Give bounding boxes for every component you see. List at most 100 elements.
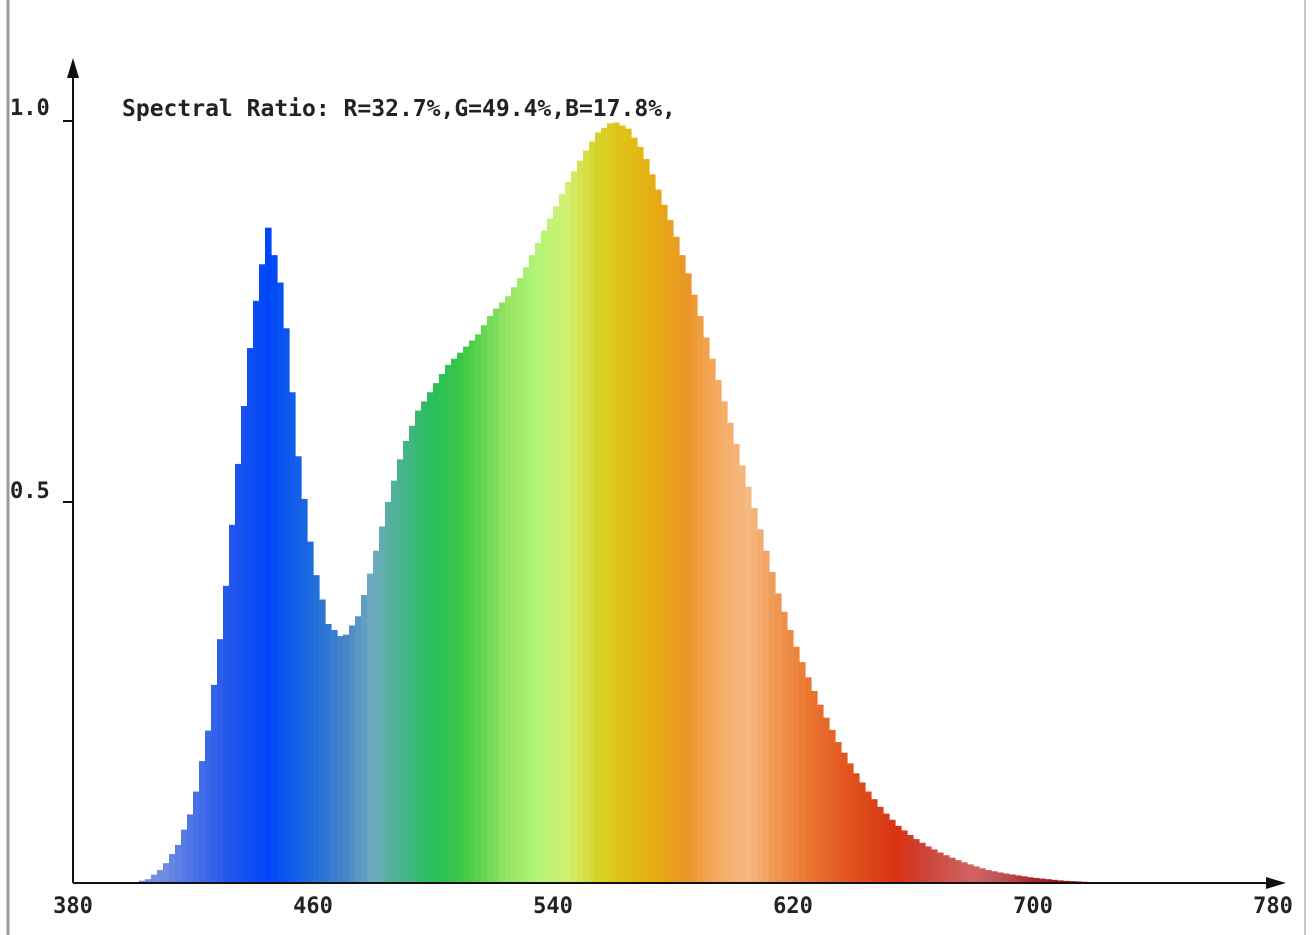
spectrum-band xyxy=(475,334,482,883)
spectrum-band xyxy=(307,541,314,883)
spectrum-band xyxy=(577,160,584,883)
spectrum-band xyxy=(385,502,392,883)
x-tick-label: 780 xyxy=(1253,894,1293,919)
spectrum-band xyxy=(877,806,884,883)
spectrum-band xyxy=(313,575,320,883)
spectrum-band xyxy=(955,860,962,883)
spectrum-band xyxy=(301,498,308,883)
spectrum-band xyxy=(793,646,800,883)
spectrum-band xyxy=(517,277,524,884)
spectrum-band xyxy=(547,218,554,884)
spectrum-band xyxy=(379,526,386,883)
spectrum-band xyxy=(373,550,380,883)
x-axis-arrow xyxy=(1266,877,1286,889)
spectrum-band xyxy=(205,730,212,883)
axes xyxy=(6,0,1306,935)
spectrum-band xyxy=(691,294,698,883)
spectrum-band xyxy=(829,729,836,883)
x-tick-label: 700 xyxy=(1013,894,1053,919)
spectrum-band xyxy=(397,459,404,883)
labels: Spectral Ratio: R=32.7%,G=49.4%,B=17.8%,… xyxy=(10,96,676,504)
spectrum-band xyxy=(151,874,158,883)
spectrum-band xyxy=(715,380,722,883)
spectrum-band xyxy=(319,599,326,883)
spectrum-band xyxy=(265,227,272,883)
spectrum-band xyxy=(637,146,644,883)
spectrum-band xyxy=(733,444,740,883)
spectrum-band xyxy=(295,456,302,883)
spectrum-band xyxy=(1063,880,1070,883)
spectrum-band xyxy=(883,813,890,883)
spectrum-band xyxy=(199,761,206,883)
spectrum-band xyxy=(337,636,344,883)
spectrum-band xyxy=(559,194,566,883)
spectrum-band xyxy=(553,206,560,884)
spectrum-band xyxy=(835,742,842,883)
spectrum-band xyxy=(499,302,506,883)
spectrum-band xyxy=(583,150,590,884)
spectrum-band xyxy=(343,634,350,883)
spectrum-band xyxy=(697,316,704,883)
spectrum-band xyxy=(445,364,452,884)
spectrum-band xyxy=(493,308,500,883)
spectrum-band xyxy=(823,717,830,883)
spectrum-band xyxy=(727,422,734,883)
spectrum-band xyxy=(865,791,872,883)
spectrum-band xyxy=(937,852,944,883)
spectrum-band xyxy=(619,125,626,883)
spectrum-band xyxy=(427,392,434,883)
spectrum-band xyxy=(1057,880,1064,883)
spectrum-band xyxy=(193,791,200,883)
spectrum-band xyxy=(253,300,260,884)
x-tick-label: 380 xyxy=(53,894,93,919)
spectrum-band xyxy=(841,752,848,883)
spectrum-band xyxy=(739,465,746,883)
spectrum-band xyxy=(589,141,596,883)
spectrum-band xyxy=(535,242,542,884)
spectrum-fill xyxy=(133,122,1106,884)
spectrum-band xyxy=(565,181,572,883)
spectrum-band xyxy=(643,159,650,884)
spectrum-band xyxy=(685,273,692,883)
spectrum-band xyxy=(649,174,656,884)
y-axis-arrow xyxy=(67,58,79,78)
spectrum-band xyxy=(859,782,866,883)
spectrum-band xyxy=(541,230,548,884)
spectrum-band xyxy=(367,573,374,883)
spectrum-band xyxy=(421,401,428,883)
spectrum-band xyxy=(229,524,236,883)
spectrum-band xyxy=(895,825,902,883)
spectrum-band xyxy=(1015,875,1022,883)
spectrum-band xyxy=(655,189,662,883)
spectrum-band xyxy=(907,834,914,883)
spectrum-band xyxy=(991,871,998,883)
spectrum-band xyxy=(1039,878,1046,883)
spectrum-band xyxy=(271,255,278,884)
spectrum-band xyxy=(703,337,710,883)
spectrum-band xyxy=(805,677,812,883)
spectrum-band xyxy=(871,799,878,883)
spectrum-band xyxy=(217,639,224,883)
spectrum-band xyxy=(931,849,938,883)
spectrum-band xyxy=(631,137,638,883)
spectrum-band xyxy=(469,340,476,884)
spectrum-band xyxy=(787,630,794,883)
spectrum-band xyxy=(817,704,824,883)
spectrum-band xyxy=(667,220,674,883)
spectrum-band xyxy=(169,854,176,883)
spectrum-band xyxy=(889,819,896,883)
spectrum-band xyxy=(625,128,632,883)
spectrum-band xyxy=(721,401,728,883)
spectrum-band xyxy=(853,773,860,883)
spectrum-band xyxy=(529,255,536,884)
spectrum-band xyxy=(487,316,494,883)
spectrum-band xyxy=(433,383,440,883)
spectrum-band xyxy=(781,611,788,883)
y-tick-label-0-5: 0.5 xyxy=(10,479,50,504)
spectrum-band xyxy=(355,616,362,883)
spectrum-band xyxy=(997,872,1004,883)
spectrum-band xyxy=(775,593,782,883)
spectrum-band xyxy=(1003,873,1010,883)
spectrum-band xyxy=(1045,879,1052,883)
spectrum-band xyxy=(661,204,668,883)
